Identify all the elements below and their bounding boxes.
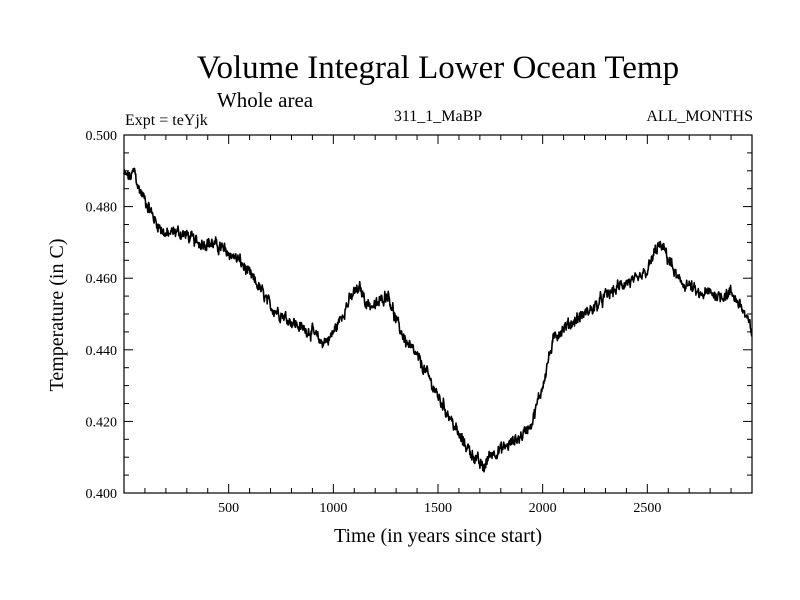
x-tick-label: 2000 <box>529 501 557 516</box>
expt-label: Expt = teYjk <box>125 112 208 129</box>
x-tick-label: 1500 <box>424 501 452 516</box>
y-tick-label: 0.500 <box>86 129 118 144</box>
series-line <box>123 167 753 473</box>
y-tick-label: 0.400 <box>86 487 118 502</box>
y-tick-label: 0.460 <box>86 272 118 287</box>
y-tick-label: 0.420 <box>86 415 118 430</box>
plot-area: 500 1000 1500 2000 2500 0.400 0.420 0.440 0.460 0… <box>86 129 753 516</box>
x-axis-label: Time (in years since start) <box>334 525 542 547</box>
x-tick-label: 1000 <box>319 501 347 516</box>
y-tick-label: 0.480 <box>86 201 118 216</box>
y-tick-label: 0.440 <box>86 344 118 359</box>
plot-frame <box>123 134 753 494</box>
months-label: ALL_MONTHS <box>646 108 753 125</box>
run-label: 311_1_MaBP <box>394 108 482 125</box>
x-tick-label: 2500 <box>633 501 661 516</box>
x-tick-label: 500 <box>218 501 239 516</box>
chart-subtitle: Whole area <box>217 88 314 112</box>
chart-title: Volume Integral Lower Ocean Temp <box>197 50 679 86</box>
y-axis-label: Temperature (in C) <box>46 239 68 392</box>
